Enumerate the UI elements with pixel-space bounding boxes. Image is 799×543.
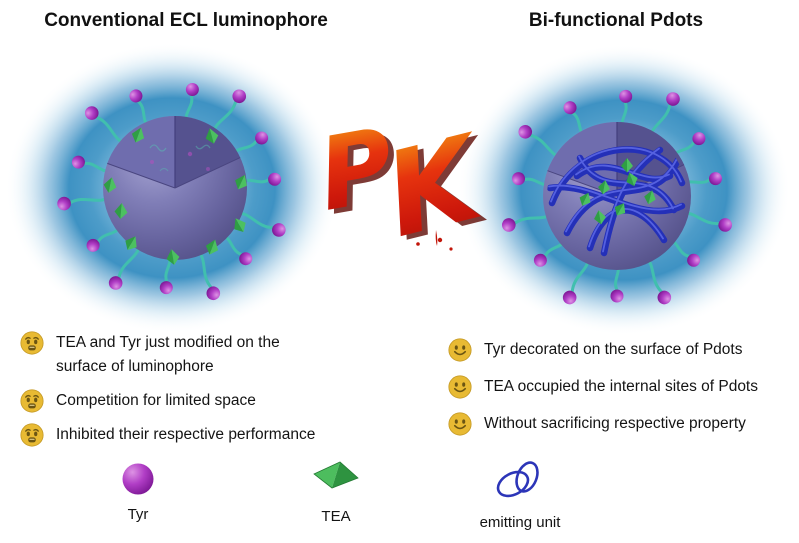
legend-label: emitting unit — [479, 514, 561, 531]
pk-versus-icon: P K P K — [318, 106, 498, 262]
list-item: TEA occupied the internal sites of Pdots — [448, 375, 798, 399]
emitting-unit-tubes — [547, 146, 686, 257]
point-text: TEA and Tyr just modified on the surface… — [56, 334, 280, 375]
worried-emoji-icon — [20, 389, 44, 413]
left-sphere-cutaway — [107, 115, 241, 189]
list-item: TEA and Tyr just modified on the surface… — [20, 331, 360, 379]
legend-item-tyr: Tyr — [103, 462, 173, 523]
point-text: Inhibited their respective performance — [56, 426, 316, 443]
point-text: Without sacrificing respective property — [484, 415, 746, 432]
emitting-unit-icon — [496, 461, 539, 498]
smiley-emoji-icon — [448, 412, 472, 436]
legend-item-tea: TEA — [298, 458, 374, 525]
left-title: Conventional ECL luminophore — [44, 10, 328, 31]
point-text: Competition for limited space — [56, 392, 256, 409]
list-item: Competition for limited space — [20, 389, 360, 413]
left-points-list: TEA and Tyr just modified on the surface… — [20, 331, 360, 447]
legend-item-emitting-unit: emitting unit — [460, 454, 580, 531]
tea-diamond-icon — [313, 461, 359, 489]
point-text: Tyr decorated on the surface of Pdots — [484, 341, 743, 358]
list-item: Inhibited their respective performance — [20, 423, 360, 447]
legend-label: Tyr — [127, 506, 149, 523]
list-item: Without sacrificing respective property — [448, 412, 798, 436]
right-points-list: Tyr decorated on the surface of Pdots TE… — [448, 338, 798, 436]
smiley-emoji-icon — [448, 375, 472, 399]
worried-emoji-icon — [20, 423, 44, 447]
smiley-emoji-icon — [448, 338, 472, 362]
legend-label: TEA — [321, 508, 351, 525]
luminophore-illustration — [0, 38, 344, 338]
point-text: TEA occupied the internal sites of Pdots — [484, 378, 758, 395]
right-title: Bi-functional Pdots — [528, 10, 704, 31]
worried-emoji-icon — [20, 331, 44, 355]
pk-splatter — [416, 230, 453, 251]
pdots-illustration — [452, 40, 796, 340]
list-item: Tyr decorated on the surface of Pdots — [448, 338, 798, 362]
tyr-sphere-icon — [122, 463, 154, 495]
